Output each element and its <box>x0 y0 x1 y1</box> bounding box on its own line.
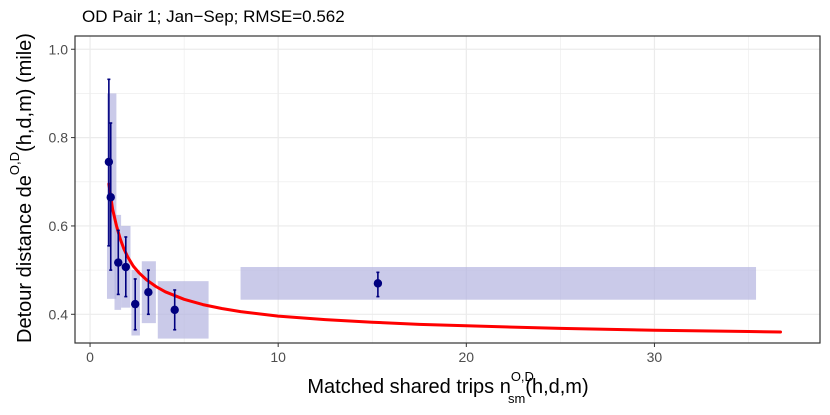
y-tick-label: 0.8 <box>49 130 69 146</box>
data-point <box>131 299 140 309</box>
y-tick-label: 0.6 <box>49 218 69 234</box>
y-axis-label: Detour distance deO,D(h,d,m) (mile) <box>7 33 36 343</box>
data-points <box>104 78 383 331</box>
data-point <box>144 288 153 297</box>
range-box <box>157 281 209 339</box>
y-axis-label-text: Detour distance de <box>14 175 36 343</box>
y-tick-label: 0.4 <box>49 306 69 322</box>
chart-title: OD Pair 1; Jan−Sep; RMSE=0.562 <box>82 7 345 26</box>
y-axis-label-sup: O,D <box>7 152 22 175</box>
x-tick-label: 0 <box>86 349 94 365</box>
x-axis-label-sub: sm <box>508 391 525 406</box>
panel-border <box>74 35 821 344</box>
data-point <box>373 279 383 288</box>
data-point <box>170 305 179 315</box>
x-axis-label-suffix: (h,d,m) <box>525 376 588 398</box>
data-point <box>106 193 115 202</box>
axis-ticks: 0 10 20 30 0.4 0.6 0.8 1.0 <box>49 41 663 365</box>
x-tick-label: 10 <box>270 349 286 365</box>
data-point <box>114 258 123 267</box>
range-box <box>240 267 757 300</box>
fit-curve <box>107 182 782 334</box>
x-axis-label: Matched shared trips nO,D sm(h,d,m) <box>307 369 588 406</box>
fit-line <box>107 182 782 334</box>
y-axis-label-suffix: (h,d,m) (mile) <box>14 33 36 152</box>
y-tick-label: 1.0 <box>49 41 69 57</box>
x-axis-label-sup: O,D <box>511 369 534 384</box>
x-tick-label: 30 <box>647 349 663 365</box>
x-tick-label: 20 <box>459 349 475 365</box>
data-point <box>121 262 130 272</box>
data-point <box>104 157 114 167</box>
x-axis-label-text: Matched shared trips n <box>307 376 510 398</box>
